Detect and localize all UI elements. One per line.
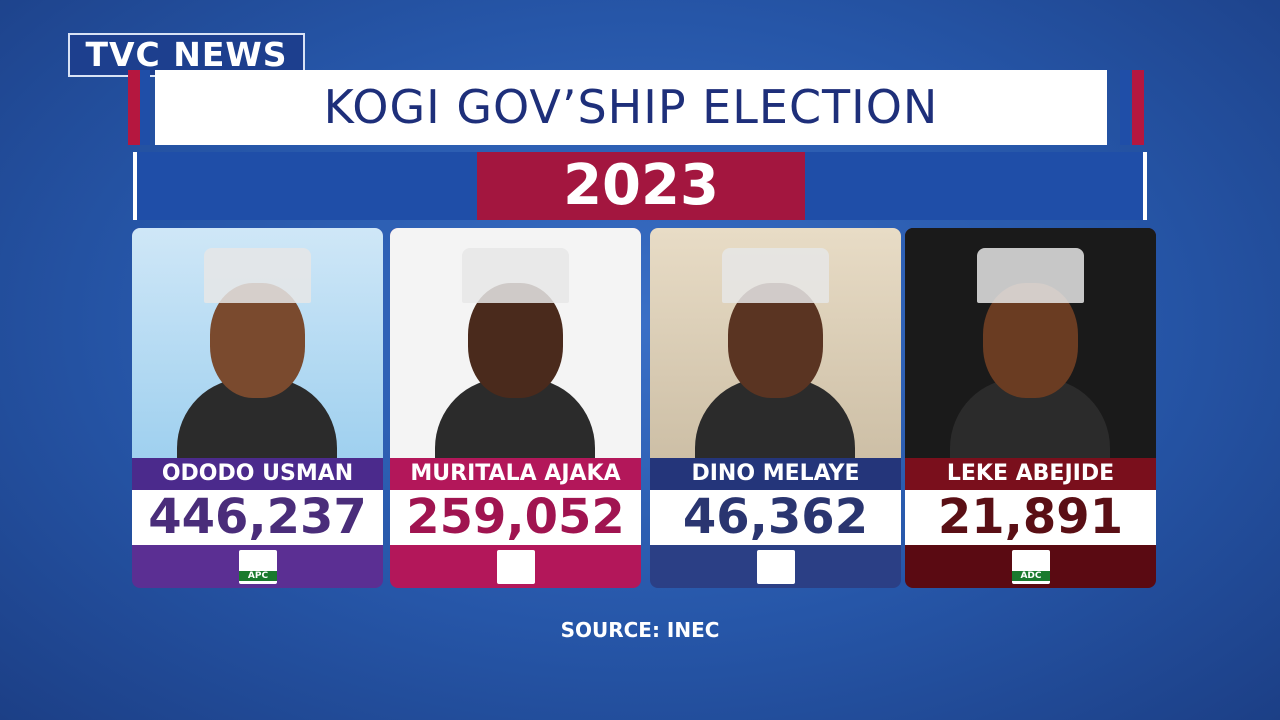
candidate-votes: 259,052 (390, 490, 641, 545)
photo-cap (977, 248, 1084, 303)
party-logo (757, 550, 795, 584)
candidate-name: MURITALA AJAKA (390, 458, 641, 490)
title-edge (140, 70, 150, 145)
party-logo (497, 550, 535, 584)
candidate-photo (132, 228, 383, 468)
title-edge (1132, 70, 1144, 145)
candidate-votes: 21,891 (905, 490, 1156, 545)
candidate-card: DINO MELAYE 46,362 (650, 228, 901, 588)
candidate-photo (650, 228, 901, 468)
candidate-card: MURITALA AJAKA 259,052 (390, 228, 641, 588)
title-edge (128, 70, 140, 145)
source: SOURCE: INEC (560, 618, 720, 642)
candidate-photo (390, 228, 641, 468)
candidate-votes: 446,237 (132, 490, 383, 545)
year: 2023 (477, 152, 805, 220)
candidate-photo (905, 228, 1156, 468)
title-edge (1120, 70, 1130, 145)
channel-logo: TVC NEWS (68, 33, 305, 77)
candidate-votes: 46,362 (650, 490, 901, 545)
party-name: APC (239, 571, 277, 581)
candidate-card: LEKE ABEJIDE 21,891 ADC (905, 228, 1156, 588)
party-name: ADC (1012, 571, 1050, 581)
title: KOGI GOV’SHIP ELECTION (155, 70, 1107, 145)
photo-cap (204, 248, 311, 303)
candidate-name: DINO MELAYE (650, 458, 901, 490)
photo-cap (722, 248, 829, 303)
candidate-name: ODODO USMAN (132, 458, 383, 490)
photo-cap (462, 248, 569, 303)
candidate-card: ODODO USMAN 446,237 APC (132, 228, 383, 588)
candidate-name: LEKE ABEJIDE (905, 458, 1156, 490)
